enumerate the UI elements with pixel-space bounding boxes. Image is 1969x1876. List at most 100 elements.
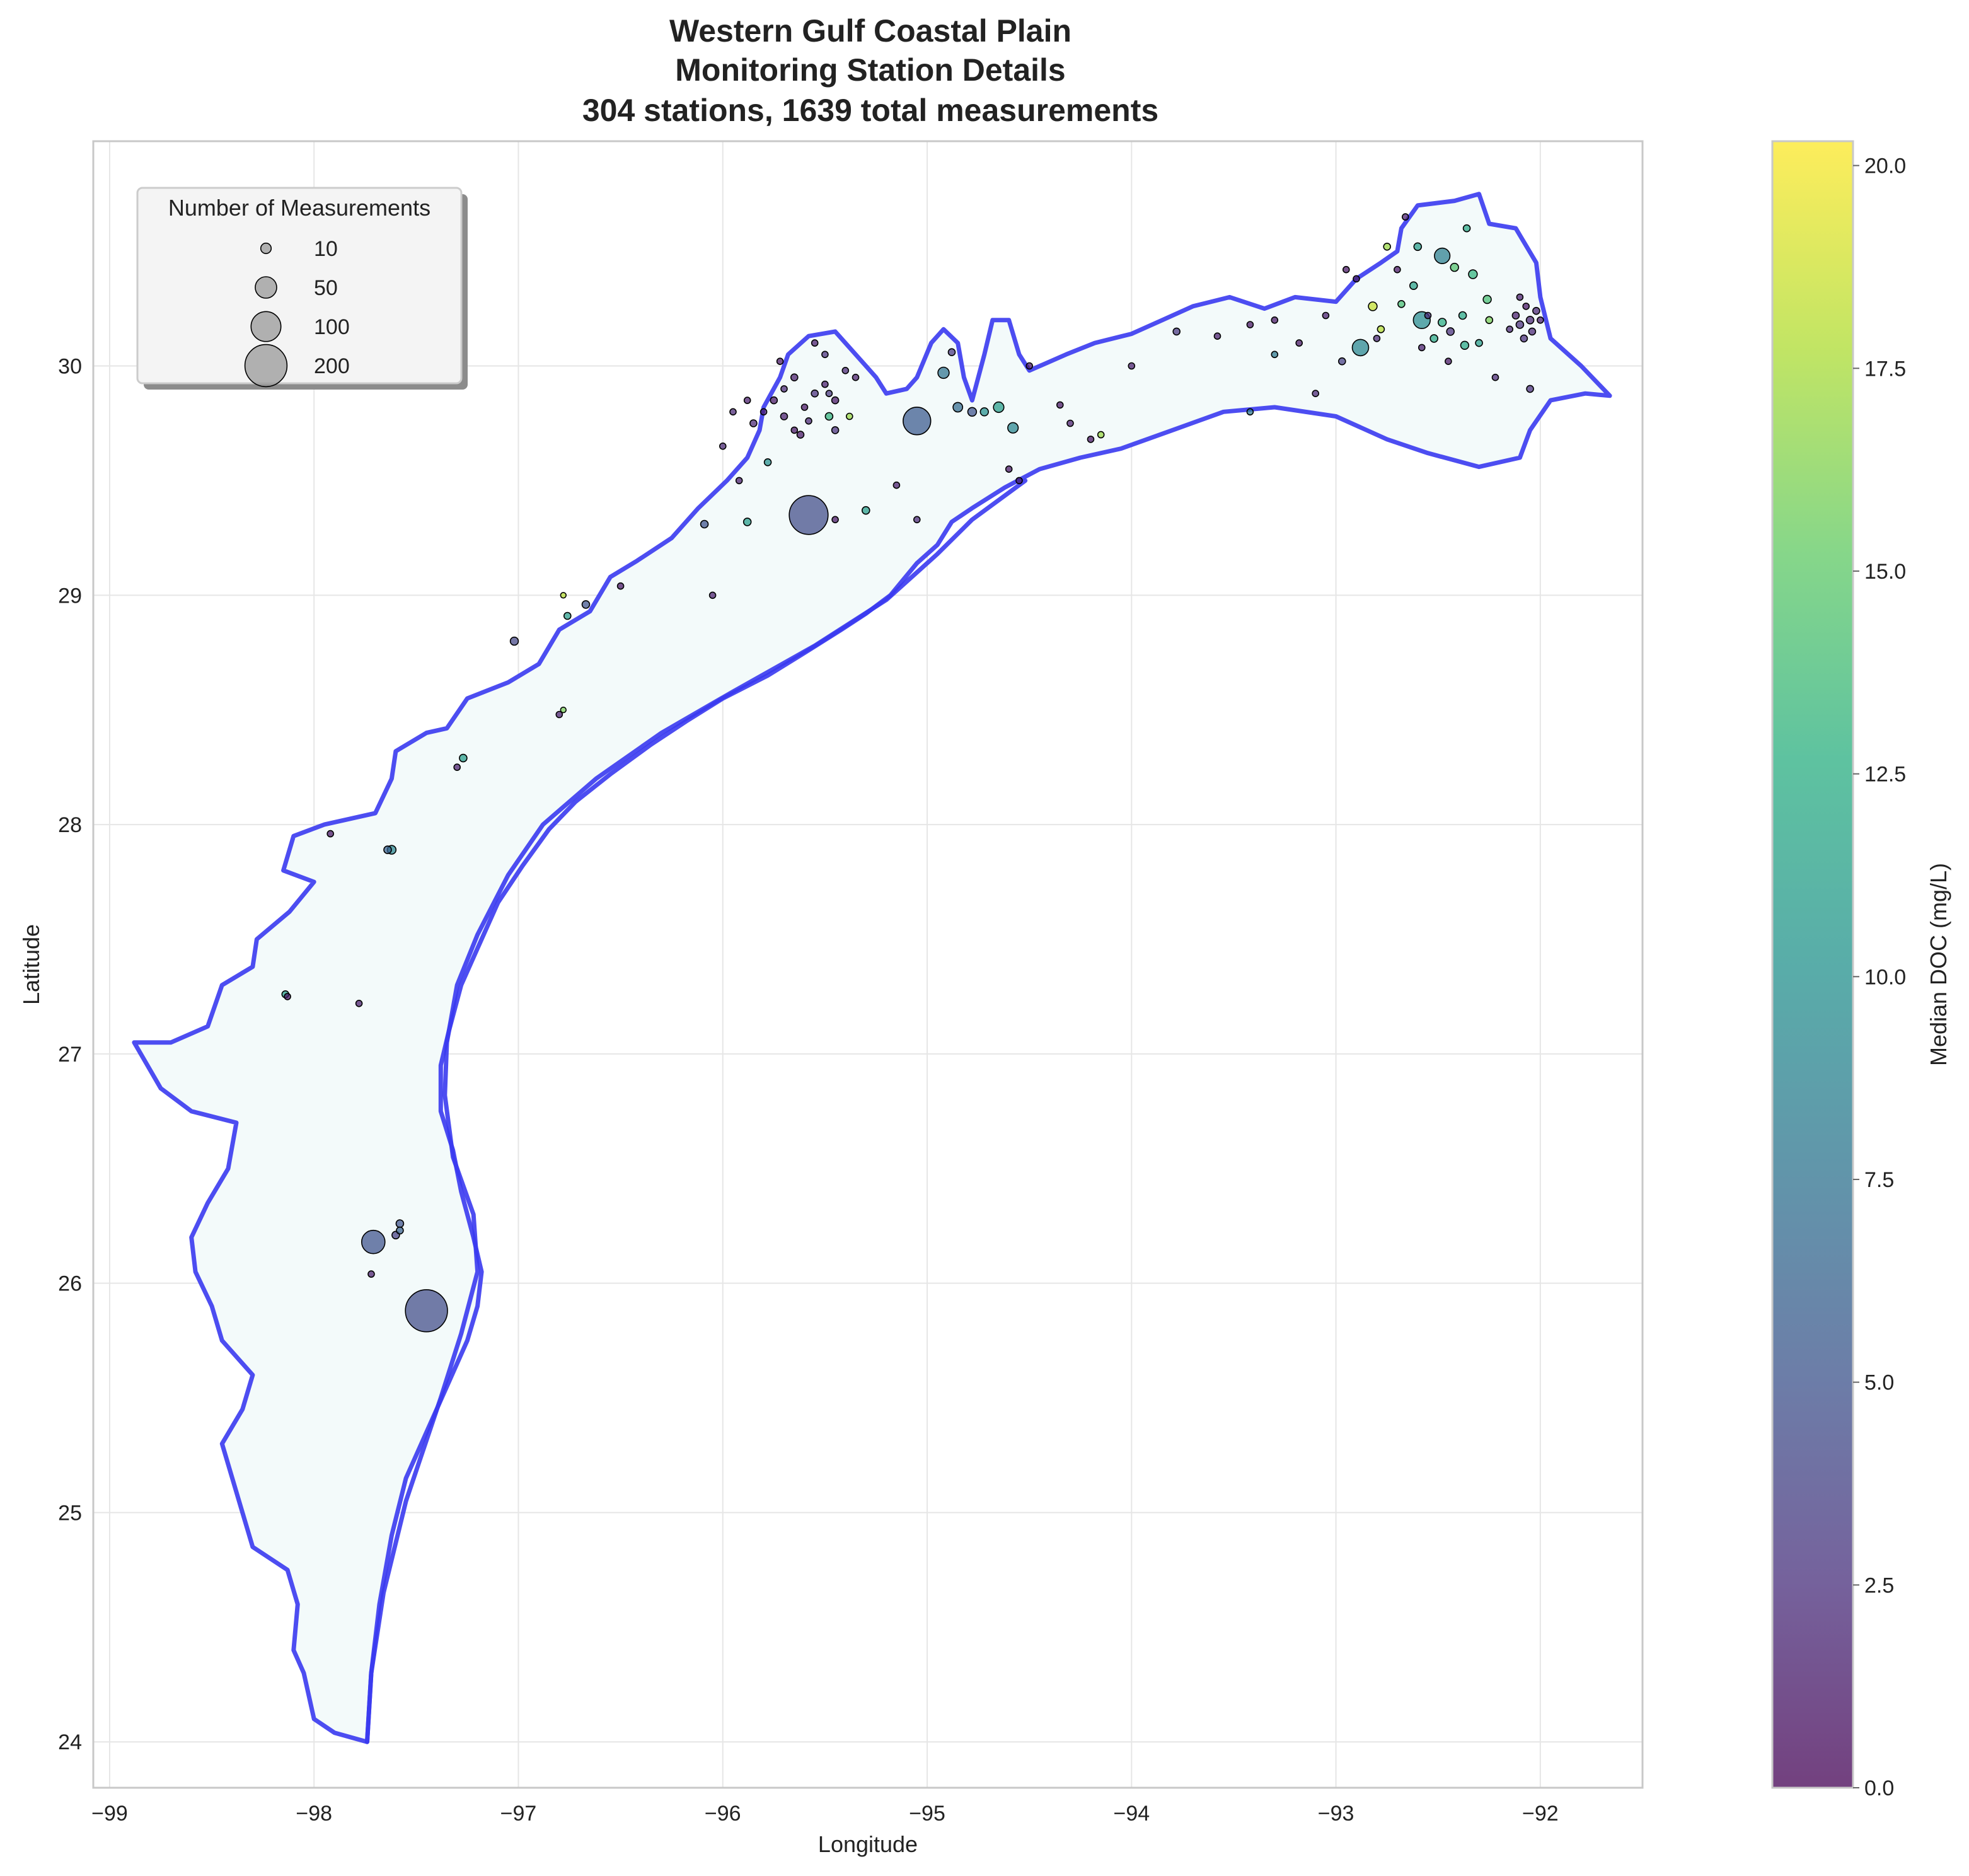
station-marker (937, 366, 950, 379)
barrier-island-coastline (365, 478, 1028, 1744)
title-line-1: Western Gulf Coastal Plain (669, 13, 1071, 49)
station-marker (1087, 436, 1095, 443)
region-outline (132, 192, 1612, 1744)
station-marker (1338, 357, 1346, 366)
station-marker (749, 419, 758, 427)
station-marker (383, 845, 392, 854)
station-marker (1353, 275, 1360, 283)
station-marker (1528, 327, 1537, 336)
station-marker (903, 407, 932, 436)
station-marker (1429, 334, 1438, 343)
colorbar-tick-label: 15.0 (1864, 560, 1906, 584)
legend-entry-label: 10 (314, 237, 338, 261)
station-marker (1056, 401, 1064, 409)
station-marker (1005, 465, 1013, 473)
y-tick-label: 30 (58, 355, 82, 379)
y-tick-label: 24 (58, 1730, 82, 1754)
legend-entry-label: 200 (314, 354, 350, 378)
station-marker (805, 417, 812, 425)
station-marker (560, 592, 567, 599)
station-marker (952, 402, 964, 413)
station-markers (281, 213, 1544, 1333)
station-marker (1342, 265, 1350, 274)
station-marker (1402, 213, 1409, 221)
y-tick-label: 25 (58, 1501, 82, 1525)
x-axis-label: Longitude (818, 1831, 918, 1857)
station-marker (1246, 408, 1254, 416)
station-marker (993, 401, 1005, 414)
x-tick-label: −98 (296, 1802, 332, 1826)
station-marker (708, 591, 717, 599)
chart-title: Western Gulf Coastal Plain Monitoring St… (582, 13, 1158, 128)
station-marker (1450, 262, 1459, 272)
colorbar-tick-label: 5.0 (1864, 1371, 1894, 1395)
legend-marker (260, 242, 272, 255)
station-marker (563, 611, 572, 620)
station-marker (1015, 477, 1023, 485)
y-tick-label: 27 (58, 1043, 82, 1067)
legend-marker (250, 311, 282, 342)
legend-title: Number of Measurements (168, 195, 430, 221)
station-marker (1413, 242, 1423, 252)
y-axis-label: Latitude (18, 924, 44, 1005)
station-marker (1462, 224, 1471, 233)
station-marker (788, 495, 829, 535)
station-marker (947, 348, 956, 357)
colorbar-gradient (1772, 141, 1853, 1788)
station-marker (811, 339, 819, 347)
colorbar-frame (1771, 140, 1854, 1789)
station-marker (1446, 327, 1455, 336)
colorbar-label: Median DOC (mg/L) (1926, 863, 1951, 1066)
colorbar-tick-label: 20.0 (1864, 154, 1906, 178)
station-marker (1526, 385, 1534, 393)
station-marker (453, 763, 461, 771)
station-marker (1383, 242, 1391, 251)
station-marker (396, 1226, 404, 1235)
station-marker (361, 1229, 386, 1254)
station-marker (780, 385, 788, 393)
title-line-2: Monitoring Station Details (675, 52, 1065, 88)
station-marker (846, 412, 853, 420)
station-marker (459, 753, 468, 763)
station-marker (831, 426, 840, 434)
x-axis-ticks: −99 −98 −97 −96 −95 −94 −93 −92 (91, 1802, 1559, 1826)
station-marker (700, 519, 709, 529)
station-marker (892, 481, 901, 489)
station-marker (355, 1000, 363, 1007)
station-marker (1506, 325, 1513, 333)
size-legend: Number of Measurements 10 50 100 200 (136, 187, 468, 390)
colorbar-ticks: 0.0 2.5 5.0 7.5 10.0 12.5 15.0 17.5 20.0 (1853, 154, 1906, 1800)
station-marker (1394, 265, 1401, 274)
station-marker (1520, 334, 1528, 343)
colorbar-tick-label: 10.0 (1864, 965, 1906, 989)
station-marker (719, 442, 727, 450)
station-marker (1246, 321, 1254, 328)
station-marker (1491, 373, 1499, 381)
title-line-3: 304 stations, 1639 total measurements (582, 93, 1158, 128)
y-tick-label: 29 (58, 584, 82, 608)
station-marker (824, 412, 834, 421)
station-marker (509, 636, 519, 646)
station-marker (1434, 247, 1451, 265)
station-marker (780, 412, 788, 420)
colorbar-tick-label: 7.5 (1864, 1168, 1894, 1192)
x-tick-label: −92 (1522, 1802, 1559, 1826)
colorbar-tick-label: 17.5 (1864, 357, 1906, 381)
station-marker (1397, 299, 1406, 308)
station-marker (1097, 431, 1105, 439)
legend-marker (255, 276, 277, 299)
station-marker (1351, 339, 1370, 357)
station-marker (790, 426, 799, 434)
x-tick-label: −93 (1318, 1802, 1354, 1826)
y-tick-label: 28 (58, 813, 82, 837)
station-marker (776, 357, 784, 366)
station-marker (1025, 362, 1033, 370)
station-marker (1525, 315, 1535, 325)
station-marker (735, 477, 743, 485)
station-marker (1516, 293, 1524, 301)
station-marker (862, 506, 870, 515)
station-marker (770, 396, 778, 405)
station-marker (742, 518, 752, 526)
station-marker (743, 397, 751, 404)
